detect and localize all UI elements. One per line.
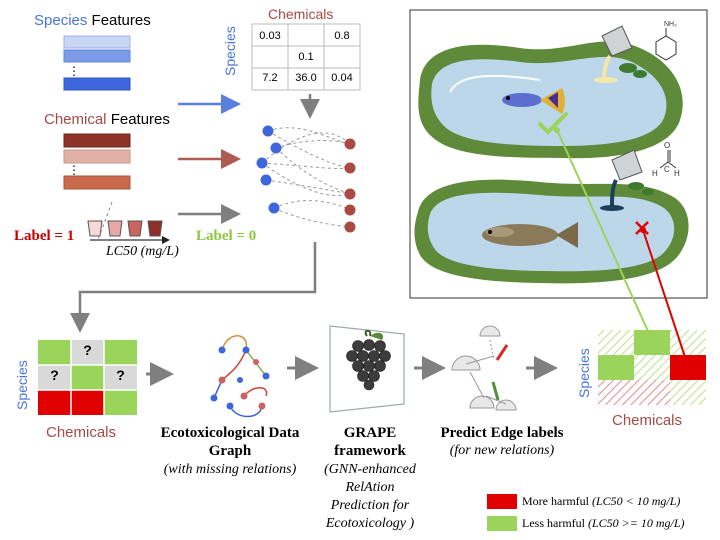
molecule-icon: [655, 28, 677, 169]
grape-title: GRAPE: [343, 425, 397, 441]
legend-more-label: More harmful: [522, 494, 592, 508]
elbow-arrow: [70, 242, 317, 333]
legend-more: More harmful (LC50 < 10 mg/L): [522, 494, 680, 509]
missing-mark: ?: [83, 342, 92, 358]
fish-icon: [502, 88, 565, 114]
graph-title-2: Graph: [208, 443, 252, 459]
svg-text:H: H: [674, 169, 680, 178]
matrix-cell: 0.03: [259, 30, 281, 42]
legend-more-cond: (LC50 < 10 mg/L): [591, 494, 681, 508]
label-one: Label = 1: [14, 228, 75, 244]
result-chemicals-label: Chemicals: [612, 412, 683, 429]
pipeline-chemicals-label: Chemicals: [46, 424, 117, 441]
grape-icon: [329, 325, 405, 413]
grape-desc-4: Ecotoxicology ): [325, 516, 415, 531]
eco-graph-icon: [210, 335, 270, 418]
species-features-rest: Features: [87, 12, 151, 29]
pipeline-species-label: Species: [14, 360, 30, 410]
predict-title: Predict Edge labels: [440, 425, 564, 441]
legend-less: Less harmful (LC50 >= 10 mg/L): [522, 516, 685, 531]
svg-text:⋮: ⋮: [68, 163, 80, 177]
beaker-icon: [87, 201, 170, 244]
lc50-label: LC50 (mg/L): [106, 244, 179, 259]
matrix-title: Chemicals: [268, 6, 334, 22]
matrix-cell: 0.8: [334, 30, 350, 42]
chemical-feature-stack: ⋮: [63, 133, 131, 190]
species-word: Species: [34, 12, 88, 29]
svg-text:H: H: [652, 169, 658, 178]
matrix-cell: 36.0: [295, 72, 317, 84]
species-features-label: Species Features: [34, 12, 151, 29]
legend-more-swatch: [487, 494, 517, 509]
matrix-side-label: Species: [222, 26, 238, 76]
graph-title-1: Ecotoxicological Data: [160, 425, 300, 441]
red-connector-dot: [640, 227, 646, 233]
svg-text:C: C: [664, 165, 670, 174]
red-connector: [642, 229, 689, 367]
chemical-word: Chemical: [44, 111, 107, 128]
green-connector: [556, 129, 653, 341]
svg-text:O: O: [664, 141, 670, 150]
svg-text:⋮: ⋮: [68, 64, 80, 78]
green-connector-dot: [554, 127, 560, 133]
species-feature-stack: ⋮: [63, 35, 131, 91]
graph-subtitle: (with missing relations): [163, 462, 297, 477]
legend-less-cond: (LC50 >= 10 mg/L): [587, 516, 685, 530]
matrix-cell: 0.04: [331, 72, 353, 84]
petri-dish-icon: [451, 325, 517, 411]
chemical-features-label: Chemical Features: [44, 111, 170, 128]
missing-mark: ?: [116, 367, 125, 383]
grape-desc-3: Prediction for: [330, 498, 410, 513]
result-species-label: Species: [576, 348, 592, 398]
check-icon: [538, 112, 568, 135]
legend-less-label: Less harmful: [522, 516, 588, 530]
label-zero: Label = 0: [196, 228, 257, 244]
grape-desc-1: (GNN-enhanced: [324, 462, 416, 477]
legend-less-swatch: [487, 516, 517, 531]
missing-mark: ?: [50, 367, 59, 383]
grape-framework: framework: [334, 443, 406, 459]
matrix-cell: 0.1: [298, 51, 314, 63]
chemical-features-rest: Features: [106, 111, 170, 128]
svg-text:NH₂: NH₂: [664, 21, 677, 28]
grape-desc-2: RelAtion: [345, 480, 395, 495]
pond-illustration: NH₂ O H H C: [409, 9, 708, 299]
predict-subtitle: (for new relations): [449, 443, 555, 458]
pipeline-matrix: [38, 340, 137, 415]
matrix-cell: 7.2: [262, 72, 278, 84]
matrix-grid: [251, 23, 361, 91]
bipartite-graph: [256, 125, 356, 233]
result-matrix: [598, 330, 706, 405]
